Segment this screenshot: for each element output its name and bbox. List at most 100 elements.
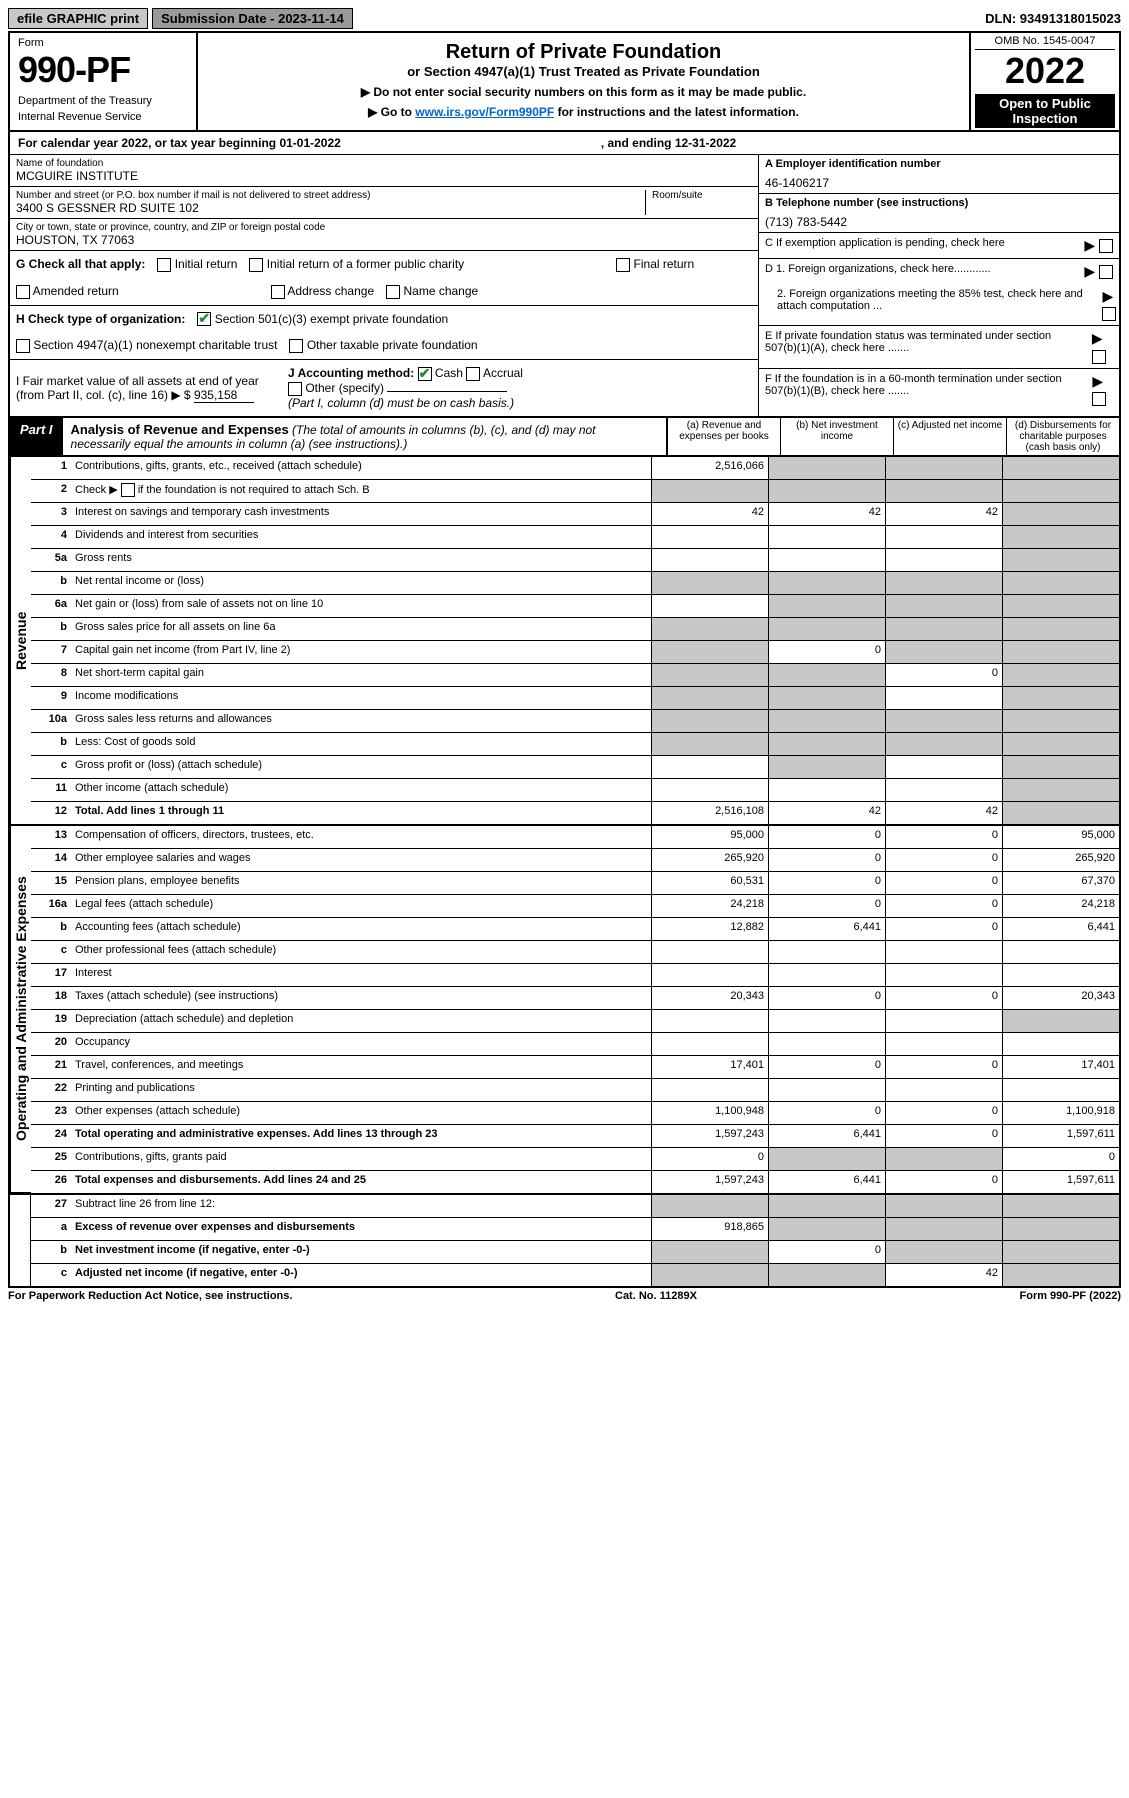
goto-prefix: ▶ Go to xyxy=(368,105,415,119)
expenses-side-label: Operating and Administrative Expenses xyxy=(10,826,31,1193)
j-label: J Accounting method: xyxy=(288,366,414,380)
line27-block: 27Subtract line 26 from line 12: aExcess… xyxy=(8,1195,1121,1288)
g6-label: Name change xyxy=(403,284,478,298)
line-6a: 6aNet gain or (loss) from sale of assets… xyxy=(31,595,1119,618)
ein-value: 46-1406217 xyxy=(765,176,1113,190)
phone-label: B Telephone number (see instructions) xyxy=(765,197,968,209)
d1-checkbox[interactable] xyxy=(1099,265,1113,279)
addr-label: Number and street (or P.O. box number if… xyxy=(16,190,645,201)
line-26: 26Total expenses and disbursements. Add … xyxy=(31,1171,1119,1193)
form990pf-link[interactable]: www.irs.gov/Form990PF xyxy=(415,105,554,119)
form-title: Return of Private Foundation xyxy=(206,41,961,64)
col-a-header: (a) Revenue and expenses per books xyxy=(667,418,780,455)
form-title-block: Return of Private Foundation or Section … xyxy=(198,33,969,130)
h1-checkbox[interactable] xyxy=(197,312,211,326)
part1-title: Analysis of Revenue and Expenses xyxy=(71,422,289,437)
room-label: Room/suite xyxy=(652,190,752,201)
goto-note: ▶ Go to www.irs.gov/Form990PF for instru… xyxy=(206,105,961,119)
foundation-name-row: Name of foundation MCGUIRE INSTITUTE xyxy=(10,155,758,187)
tax-year: 2022 xyxy=(975,50,1115,92)
dln-label: DLN: 93491318015023 xyxy=(985,11,1121,26)
line-23: 23Other expenses (attach schedule)1,100,… xyxy=(31,1102,1119,1125)
h1-label: Section 501(c)(3) exempt private foundat… xyxy=(215,312,448,326)
line-20: 20Occupancy xyxy=(31,1033,1119,1056)
j3-label: Other (specify) xyxy=(305,381,384,395)
section-i-j: I Fair market value of all assets at end… xyxy=(10,360,758,416)
h2-checkbox[interactable] xyxy=(16,339,30,353)
footer-left: For Paperwork Reduction Act Notice, see … xyxy=(8,1290,292,1302)
d2-label: 2. Foreign organizations meeting the 85%… xyxy=(777,288,1102,321)
line-27: 27Subtract line 26 from line 12: xyxy=(31,1195,1119,1218)
accrual-checkbox[interactable] xyxy=(466,367,480,381)
city-label: City or town, state or province, country… xyxy=(16,222,752,233)
expenses-table: Operating and Administrative Expenses 13… xyxy=(8,826,1121,1195)
line-19: 19Depreciation (attach schedule) and dep… xyxy=(31,1010,1119,1033)
line-16b: bAccounting fees (attach schedule)12,882… xyxy=(31,918,1119,941)
form-year-block: OMB No. 1545-0047 2022 Open to Public In… xyxy=(969,33,1119,130)
part1-header: Part I Analysis of Revenue and Expenses … xyxy=(8,418,1121,457)
col-c-header: (c) Adjusted net income xyxy=(893,418,1006,455)
line-14: 14Other employee salaries and wages265,9… xyxy=(31,849,1119,872)
h2-label: Section 4947(a)(1) nonexempt charitable … xyxy=(33,338,277,352)
j-note: (Part I, column (d) must be on cash basi… xyxy=(288,396,514,410)
line-15: 15Pension plans, employee benefits60,531… xyxy=(31,872,1119,895)
f-checkbox[interactable] xyxy=(1092,392,1106,406)
h-label: H Check type of organization: xyxy=(16,312,185,326)
submission-date: Submission Date - 2023-11-14 xyxy=(152,8,353,29)
form-subtitle: or Section 4947(a)(1) Trust Treated as P… xyxy=(206,64,961,79)
line-5a: 5aGross rents xyxy=(31,549,1119,572)
footer-center: Cat. No. 11289X xyxy=(615,1290,697,1302)
revenue-table: Revenue 1Contributions, gifts, grants, e… xyxy=(8,457,1121,826)
ein-row: A Employer identification number 46-1406… xyxy=(759,155,1119,194)
address-change-checkbox[interactable] xyxy=(271,285,285,299)
line-22: 22Printing and publications xyxy=(31,1079,1119,1102)
name-label: Name of foundation xyxy=(16,158,752,169)
section-g: G Check all that apply: Initial return I… xyxy=(10,251,758,306)
phone-row: B Telephone number (see instructions) (7… xyxy=(759,194,1119,233)
col-d-header: (d) Disbursements for charitable purpose… xyxy=(1006,418,1119,455)
revenue-side-label: Revenue xyxy=(10,457,31,824)
g2-label: Initial return of a former public charit… xyxy=(267,257,464,271)
final-return-checkbox[interactable] xyxy=(616,258,630,272)
part1-tab: Part I xyxy=(10,418,63,455)
g4-label: Amended return xyxy=(33,284,119,298)
c-checkbox[interactable] xyxy=(1099,239,1113,253)
open-public-badge: Open to Public Inspection xyxy=(975,94,1115,128)
line-27c: cAdjusted net income (if negative, enter… xyxy=(31,1264,1119,1286)
d2-checkbox[interactable] xyxy=(1102,307,1116,321)
name-change-checkbox[interactable] xyxy=(386,285,400,299)
fmv-value[interactable]: 935,158 xyxy=(194,388,254,403)
d1-label: D 1. Foreign organizations, check here..… xyxy=(765,263,991,280)
ein-label: A Employer identification number xyxy=(765,158,941,170)
section-f: F If the foundation is in a 60-month ter… xyxy=(759,369,1119,410)
section-d: D 1. Foreign organizations, check here..… xyxy=(759,259,1119,326)
line-6b: bGross sales price for all assets on lin… xyxy=(31,618,1119,641)
j1-label: Cash xyxy=(435,366,463,380)
f-label: F If the foundation is in a 60-month ter… xyxy=(765,373,1084,397)
h3-checkbox[interactable] xyxy=(289,339,303,353)
line-27b: bNet investment income (if negative, ent… xyxy=(31,1241,1119,1264)
line-4: 4Dividends and interest from securities xyxy=(31,526,1119,549)
initial-former-checkbox[interactable] xyxy=(249,258,263,272)
form-label: Form xyxy=(18,37,188,49)
e-checkbox[interactable] xyxy=(1092,350,1106,364)
h3-label: Other taxable private foundation xyxy=(307,338,478,352)
dept-treasury: Department of the Treasury xyxy=(18,95,188,107)
other-checkbox[interactable] xyxy=(288,382,302,396)
line-18: 18Taxes (attach schedule) (see instructi… xyxy=(31,987,1119,1010)
line-5b: bNet rental income or (loss) xyxy=(31,572,1119,595)
line-10b: bLess: Cost of goods sold xyxy=(31,733,1119,756)
schb-checkbox[interactable] xyxy=(121,483,135,497)
foundation-name: MCGUIRE INSTITUTE xyxy=(16,169,752,183)
line-21: 21Travel, conferences, and meetings17,40… xyxy=(31,1056,1119,1079)
omb-number: OMB No. 1545-0047 xyxy=(975,35,1115,50)
form-number: 990-PF xyxy=(18,49,188,91)
cash-checkbox[interactable] xyxy=(418,367,432,381)
efile-button[interactable]: efile GRAPHIC print xyxy=(8,8,148,29)
initial-return-checkbox[interactable] xyxy=(157,258,171,272)
form-header: Form 990-PF Department of the Treasury I… xyxy=(8,31,1121,132)
amended-return-checkbox[interactable] xyxy=(16,285,30,299)
line-24: 24Total operating and administrative exp… xyxy=(31,1125,1119,1148)
street-address: 3400 S GESSNER RD SUITE 102 xyxy=(16,201,645,215)
section-h: H Check type of organization: Section 50… xyxy=(10,306,758,361)
